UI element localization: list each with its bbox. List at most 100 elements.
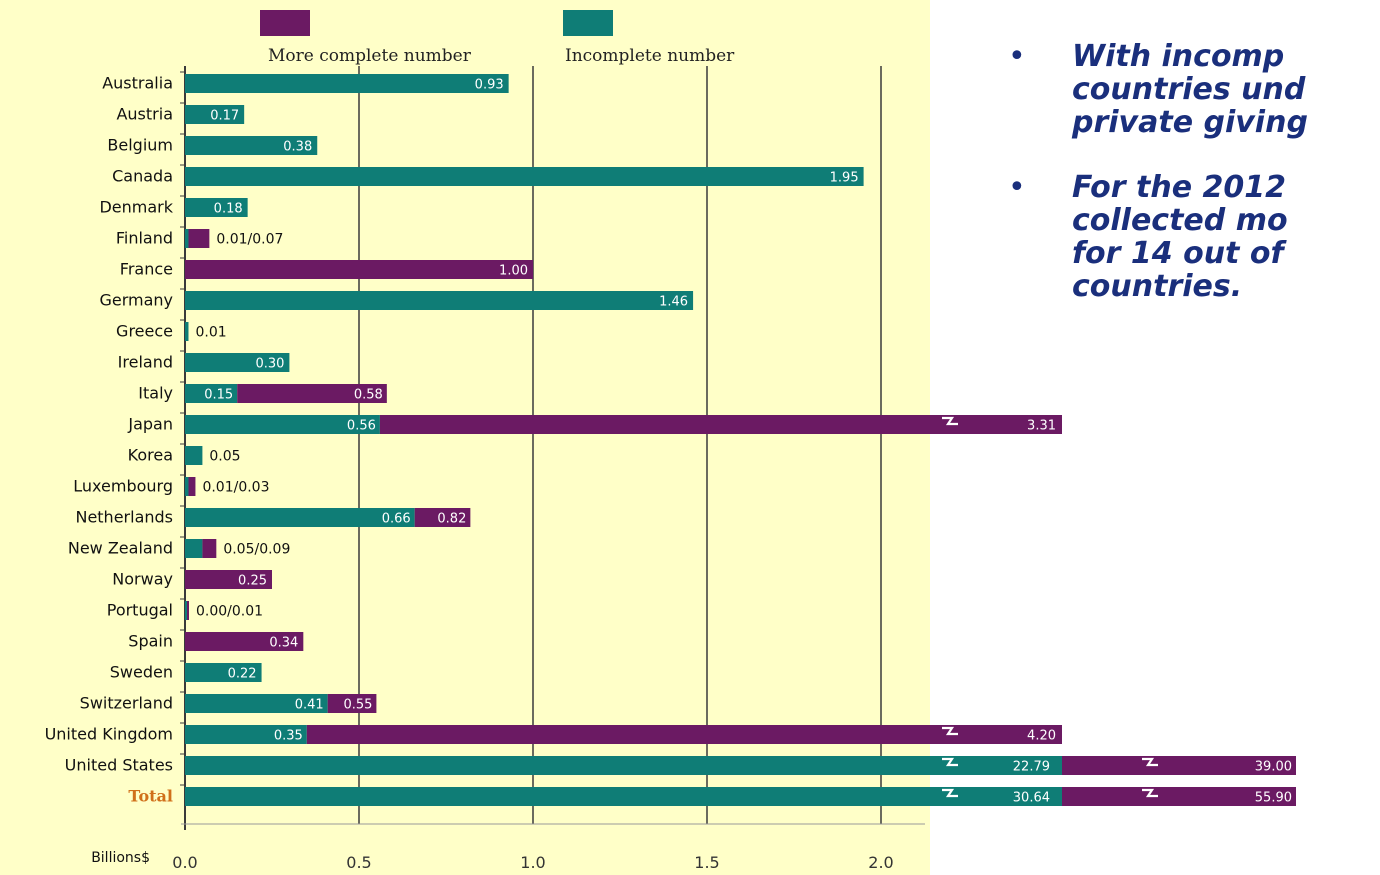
bar-incomplete-17 bbox=[185, 601, 187, 620]
data-label-16: 0.25 bbox=[238, 574, 267, 589]
break-mark-11 bbox=[942, 416, 958, 426]
x-tick-label-0: 0.0 bbox=[172, 853, 197, 872]
data-label-13: 0.01/0.03 bbox=[202, 480, 269, 496]
data-label-1: 0.17 bbox=[210, 109, 239, 124]
note-line: For the 2012 bbox=[1072, 170, 1286, 205]
category-label-2: Belgium bbox=[107, 136, 173, 155]
data-label-complete-14: 0.82 bbox=[437, 512, 466, 527]
data-label-complete-11: 3.31 bbox=[1027, 419, 1056, 434]
data-label-complete-10: 0.58 bbox=[354, 388, 383, 403]
bullet-icon: • bbox=[1008, 40, 1026, 74]
bar-incomplete-2 bbox=[185, 136, 318, 155]
category-label-19: Sweden bbox=[110, 663, 173, 682]
data-label-0: 0.93 bbox=[475, 78, 504, 93]
notes-list: • With incomp countries und private giving •… bbox=[1000, 40, 1380, 335]
data-label-6: 1.00 bbox=[499, 264, 528, 279]
legend-label-incomplete: Incomplete number bbox=[565, 46, 735, 66]
bar-complete-16 bbox=[185, 570, 272, 589]
break-mark-23-b bbox=[1142, 788, 1158, 798]
x-axis-label: Billions$ bbox=[91, 850, 150, 866]
data-label-2: 0.38 bbox=[283, 140, 312, 155]
data-label-19: 0.22 bbox=[228, 667, 257, 682]
category-label-15: New Zealand bbox=[68, 539, 173, 558]
note-line: for 14 out of bbox=[1072, 236, 1284, 271]
category-label-7: Germany bbox=[99, 291, 173, 310]
category-label-23: Total bbox=[128, 787, 173, 806]
bar-incomplete-21 bbox=[185, 725, 307, 744]
data-label-incomplete-20: 0.41 bbox=[295, 698, 324, 713]
bar-incomplete-11 bbox=[185, 415, 380, 434]
category-label-10: Italy bbox=[138, 384, 173, 403]
note-line: countries und bbox=[1072, 72, 1306, 107]
bar-complete-15 bbox=[202, 539, 217, 558]
category-label-5: Finland bbox=[116, 229, 173, 248]
note-line: collected mo bbox=[1072, 203, 1288, 238]
data-label-9: 0.30 bbox=[255, 357, 284, 372]
data-label-complete-23: 55.90 bbox=[1255, 791, 1292, 806]
category-label-6: France bbox=[120, 260, 173, 279]
category-label-9: Ireland bbox=[118, 353, 173, 372]
category-label-0: Australia bbox=[102, 74, 173, 93]
bar-incomplete-4 bbox=[185, 198, 248, 217]
note-item: • With incomp countries und private giving bbox=[1000, 40, 1380, 139]
bar-incomplete-19 bbox=[185, 663, 262, 682]
data-label-complete-20: 0.55 bbox=[343, 698, 372, 713]
data-label-8: 0.01 bbox=[195, 325, 226, 341]
break-mark-21 bbox=[942, 726, 958, 736]
data-label-incomplete-21: 0.35 bbox=[274, 729, 303, 744]
data-label-incomplete-14: 0.66 bbox=[382, 512, 411, 527]
bar-incomplete-22 bbox=[185, 756, 1062, 775]
bullet-icon: • bbox=[1008, 170, 1026, 205]
bar-incomplete-13 bbox=[185, 477, 189, 496]
bar-complete-21 bbox=[306, 725, 1062, 744]
x-tick-label-3: 1.5 bbox=[694, 853, 719, 872]
bar-incomplete-8 bbox=[185, 322, 189, 341]
bar-incomplete-7 bbox=[185, 291, 694, 310]
category-label-18: Spain bbox=[128, 632, 173, 651]
bar-incomplete-5 bbox=[185, 229, 189, 248]
category-label-16: Norway bbox=[112, 570, 173, 589]
note-item: • For the 2012 collected mo for 14 out of co… bbox=[1000, 171, 1380, 303]
legend-swatch-complete bbox=[260, 10, 310, 36]
bar-incomplete-15 bbox=[185, 539, 203, 558]
break-mark-22-a bbox=[942, 757, 958, 767]
bar-incomplete-20 bbox=[185, 694, 328, 713]
category-label-11: Japan bbox=[127, 415, 173, 434]
data-label-15: 0.05/0.09 bbox=[223, 542, 290, 558]
break-mark-23-a bbox=[942, 788, 958, 798]
note-line: With incomp bbox=[1072, 40, 1285, 74]
bar-complete-14 bbox=[414, 508, 471, 527]
category-label-12: Korea bbox=[128, 446, 173, 465]
bar-complete-17 bbox=[187, 601, 189, 620]
bar-incomplete-12 bbox=[185, 446, 203, 465]
bar-incomplete-10 bbox=[185, 384, 238, 403]
category-label-20: Switzerland bbox=[80, 694, 173, 713]
category-label-8: Greece bbox=[116, 322, 173, 341]
category-label-3: Canada bbox=[112, 167, 173, 186]
bar-complete-10 bbox=[237, 384, 387, 403]
note-line: private giving bbox=[1072, 105, 1308, 140]
data-label-18: 0.34 bbox=[269, 636, 298, 651]
bar-incomplete-0 bbox=[185, 74, 509, 93]
x-tick-label-1: 0.5 bbox=[346, 853, 371, 872]
data-label-7: 1.46 bbox=[659, 295, 688, 310]
legend-swatch-incomplete bbox=[563, 10, 613, 36]
legend-label-complete: More complete number bbox=[268, 46, 471, 66]
data-label-incomplete-10: 0.15 bbox=[204, 388, 233, 403]
bar-incomplete-9 bbox=[185, 353, 290, 372]
data-label-12: 0.05 bbox=[209, 449, 240, 465]
data-label-4: 0.18 bbox=[214, 202, 243, 217]
data-label-3: 1.95 bbox=[830, 171, 859, 186]
bar-incomplete-14 bbox=[185, 508, 415, 527]
bar-incomplete-3 bbox=[185, 167, 864, 186]
note-line: countries. bbox=[1072, 269, 1243, 304]
category-label-21: United Kingdom bbox=[45, 725, 173, 744]
data-label-17: 0.00/0.01 bbox=[196, 604, 263, 620]
bar-complete-23 bbox=[1062, 787, 1296, 806]
category-label-1: Austria bbox=[116, 105, 173, 124]
bar-complete-6 bbox=[185, 260, 533, 279]
data-label-incomplete-23: 30.64 bbox=[1013, 791, 1050, 806]
bar-incomplete-23 bbox=[185, 787, 1062, 806]
data-label-incomplete-22: 22.79 bbox=[1013, 760, 1050, 775]
